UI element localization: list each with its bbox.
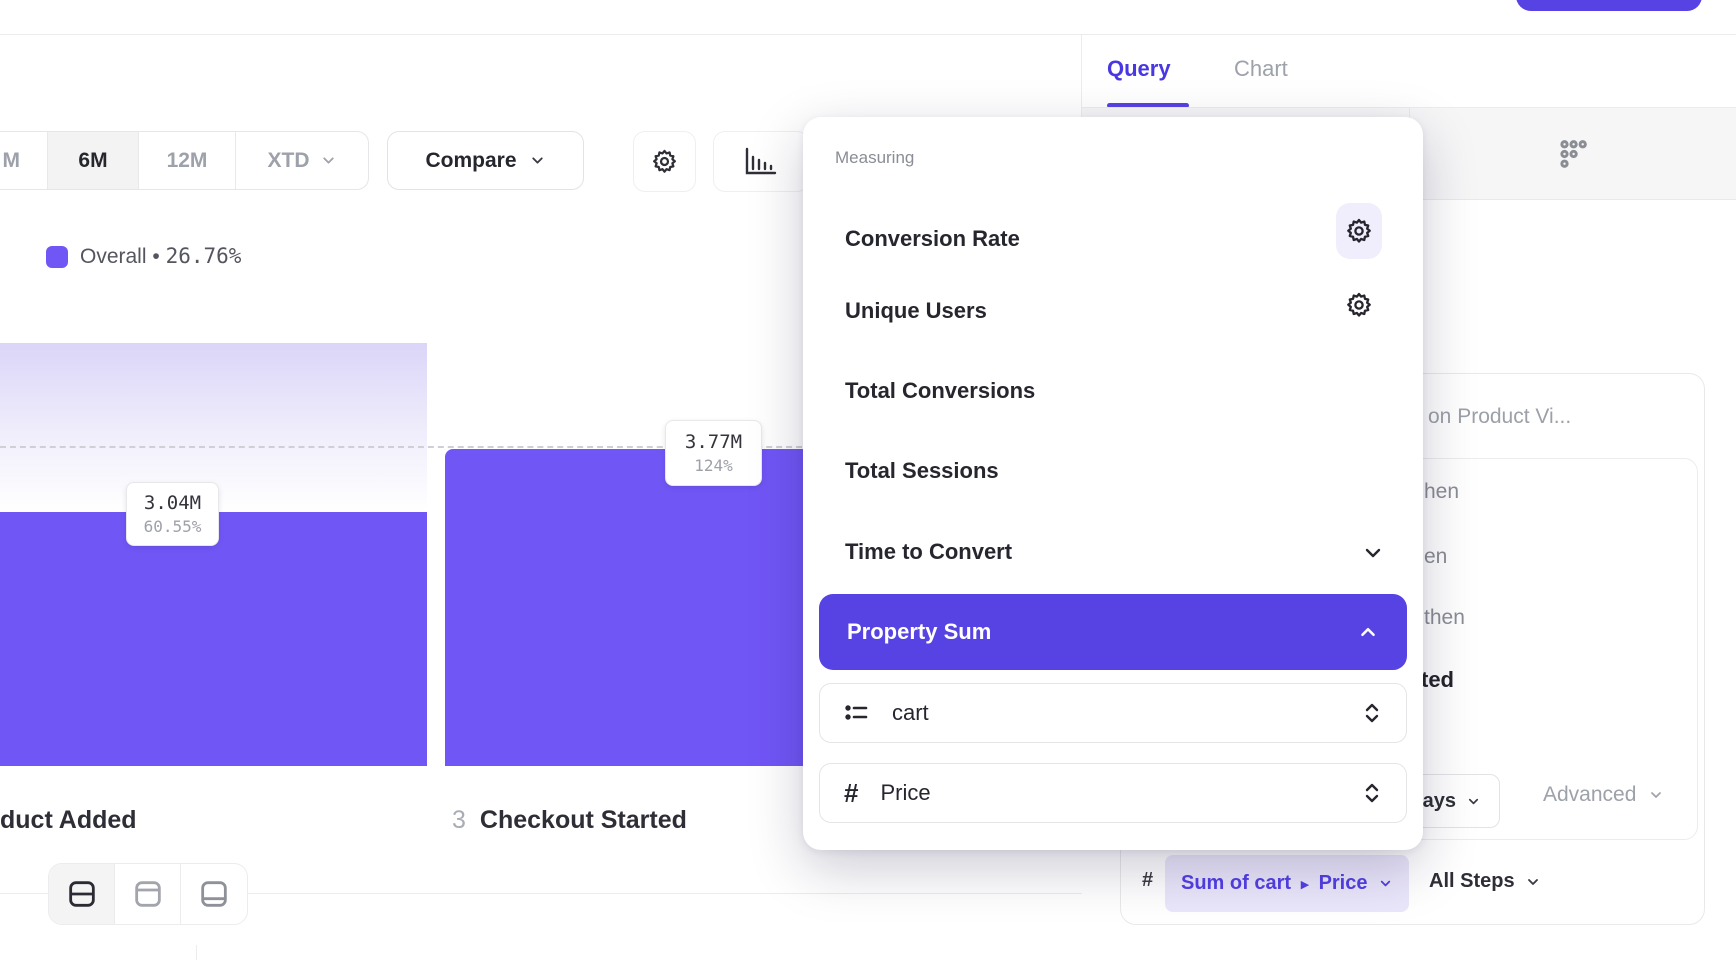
property-list-selector[interactable]: cart [819,683,1407,743]
menu-item-unique-users[interactable]: Unique Users [845,298,987,323]
range-xtd[interactable]: XTD [236,132,368,189]
menu-item-property-sum-selected[interactable]: Property Sum [819,594,1407,670]
menu-item-conversion-rate[interactable]: Conversion Rate [845,226,1020,251]
layout-footer-bottom-button[interactable] [181,864,247,924]
date-range-group: M 6M 12M XTD [0,131,369,190]
value-label-bar1: 3.04M 60.55% [126,482,219,546]
range-3m[interactable]: M [0,132,48,189]
active-tab-underline [1107,103,1189,108]
gear-icon [1345,291,1373,319]
chart-settings-button[interactable] [633,131,696,192]
menu-item-total-conversions[interactable]: Total Conversions [845,378,1036,403]
split-horizontal-icon [66,878,98,910]
legend: Overall • 26.76% [46,244,241,269]
layout-header-top-button[interactable] [115,864,181,924]
step-row-fragment-4: ted [1421,667,1454,692]
panel-top-icon [132,878,164,910]
chevron-down-icon [1466,794,1481,809]
panel-bottom-icon [198,878,230,910]
reference-dashed-line [0,446,812,448]
footer-column-divider [196,945,197,960]
chart-footer-divider [0,893,1082,894]
chevron-down-icon [1361,541,1385,565]
bar-chart-icon [743,147,779,177]
chart-type-button[interactable] [713,131,809,192]
sum-of-cart-price-chip[interactable]: Sum of cart ▸ Price [1165,855,1409,912]
menu-item-time-to-convert[interactable]: Time to Convert [845,539,1013,564]
range-12m[interactable]: 12M [139,132,236,189]
dropdown-title: Measuring [835,148,915,167]
dots-grid-icon [1556,137,1590,171]
layout-toggle-group [48,863,248,925]
advanced-toggle[interactable]: Advanced [1543,783,1664,807]
gear-icon [1345,217,1373,245]
legend-series: Overall [80,245,147,268]
top-action-button[interactable] [1516,0,1702,11]
top-divider [0,34,1736,35]
list-icon [844,700,870,726]
tab-query[interactable]: Query [1107,56,1171,81]
sort-arrows-icon [1362,781,1382,805]
step-number: 3 [452,806,466,834]
layout-split-horizontal-button[interactable] [49,864,115,924]
funnel-bar-checkout-started[interactable] [445,449,810,766]
step-label-product-added: duct Added [0,806,137,834]
funnel-bar-product-added[interactable] [0,512,427,766]
tab-chart[interactable]: Chart [1234,56,1288,81]
property-name-selector[interactable]: # Price [819,763,1407,823]
gear-icon [651,148,678,175]
chevron-up-icon [1357,621,1379,643]
menu-item-total-sessions[interactable]: Total Sessions [845,458,999,483]
compare-button[interactable]: Compare [387,131,584,190]
measure-hash-prefix: # [1142,869,1154,891]
chevron-down-icon [1525,874,1541,890]
unique-users-settings-button[interactable] [1336,277,1382,333]
chevron-down-icon [320,152,337,169]
conversion-rate-settings-button[interactable] [1336,203,1382,259]
step-row-fragment-2: en [1424,545,1448,568]
step-label-checkout-started: 3 Checkout Started [452,806,687,834]
range-6m[interactable]: 6M [48,132,139,189]
sort-arrows-icon [1362,701,1382,725]
legend-value: 26.76% [165,244,242,268]
breakdown-view-button[interactable] [1410,108,1736,199]
step-row-fragment-1: hen [1424,480,1460,503]
chevron-down-icon [1378,876,1393,891]
arrow-right-icon: ▸ [1301,875,1309,893]
card-title-fragment: on Product Vi... [1428,405,1572,428]
legend-swatch [46,245,68,268]
number-hash-icon: # [844,777,859,808]
all-steps-selector[interactable]: All Steps [1429,870,1541,893]
chevron-down-icon [529,152,546,169]
value-label-bar2: 3.77M 124% [665,420,762,486]
tabs-divider [1082,107,1736,108]
chevron-down-icon [1648,787,1664,803]
step-row-fragment-3: then [1424,606,1465,629]
measuring-dropdown: Measuring Conversion Rate Unique Users T… [803,117,1423,850]
